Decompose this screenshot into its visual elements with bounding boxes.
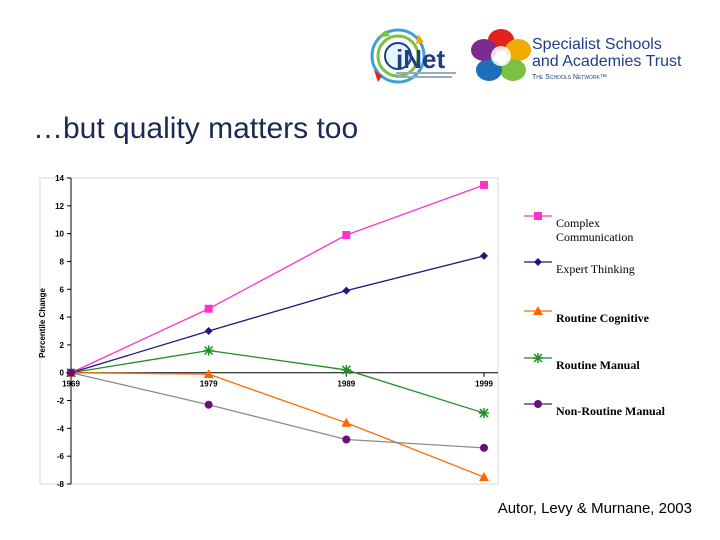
data-point-series-5 bbox=[67, 368, 75, 377]
y-tick-label: 6 bbox=[60, 285, 65, 294]
y-tick-label: -2 bbox=[57, 397, 65, 406]
x-tick-label: 1969 bbox=[62, 380, 80, 389]
legend-label: Expert Thinking bbox=[556, 262, 635, 276]
data-point-series-1 bbox=[342, 231, 351, 240]
inet-wordmark: iNet bbox=[396, 44, 445, 74]
y-tick-label: -8 bbox=[57, 480, 65, 489]
ssat-name-line1: Specialist Schools bbox=[532, 36, 662, 53]
legend-marker bbox=[534, 258, 542, 266]
y-tick-label: 0 bbox=[60, 369, 65, 378]
ssat-tagline: The Schools Network™ bbox=[532, 74, 607, 81]
y-tick-label: 2 bbox=[60, 341, 65, 350]
data-point-series-2 bbox=[480, 251, 488, 260]
ssat-name-line2: and Academies Trust bbox=[532, 53, 682, 70]
citation: Autor, Levy & Murnane, 2003 bbox=[497, 500, 692, 517]
legend-marker bbox=[533, 353, 543, 363]
plot-frame bbox=[39, 177, 499, 485]
y-tick-label: 12 bbox=[55, 202, 64, 211]
y-tick-label: 4 bbox=[60, 313, 65, 322]
ssat-wordmark: Specialist Schools and Academies Trust T… bbox=[532, 36, 681, 81]
legend-label: Routine Manual bbox=[556, 358, 640, 372]
legend-label: Routine Cognitive bbox=[556, 311, 650, 325]
y-tick-label: -6 bbox=[57, 452, 65, 461]
series-line-1 bbox=[70, 184, 485, 374]
legend-marker bbox=[533, 306, 543, 315]
data-point-series-4 bbox=[203, 345, 214, 356]
data-point-series-1 bbox=[480, 180, 488, 189]
y-axis-label: Percentile Change bbox=[38, 288, 47, 358]
line-chart-svg: 14 12 10 8 6 4 2 0 -2 -4 -6 -8 1969 1979 1989 1999 Perce… bbox=[38, 174, 666, 489]
series-line-5 bbox=[70, 372, 485, 449]
y-tick-label: 8 bbox=[60, 257, 65, 266]
data-point-series-1 bbox=[204, 304, 213, 313]
x-tick-label: 1989 bbox=[337, 380, 355, 389]
line-chart: 14 12 10 8 6 4 2 0 -2 -4 -6 -8 1969 1979 1989 1999 Perce… bbox=[33, 170, 696, 492]
legend-marker bbox=[534, 400, 542, 408]
inet-logo: iNet bbox=[368, 24, 460, 90]
slide-title: …but quality matters too bbox=[33, 112, 359, 145]
data-point-series-3 bbox=[479, 472, 489, 482]
legend-label: Non-Routine Manual bbox=[556, 404, 666, 418]
data-point-series-5 bbox=[342, 435, 351, 444]
data-point-series-2 bbox=[204, 327, 213, 335]
x-tick-label: 1979 bbox=[200, 380, 218, 389]
series-line-4 bbox=[70, 349, 485, 414]
y-tick-label: 14 bbox=[55, 174, 64, 183]
data-point-series-2 bbox=[342, 286, 351, 295]
data-point-series-4 bbox=[341, 364, 352, 375]
series-line-3 bbox=[70, 372, 485, 478]
data-point-series-4 bbox=[479, 408, 489, 419]
y-tick-label: 10 bbox=[55, 230, 64, 239]
series-line-2 bbox=[70, 255, 485, 374]
y-tick-label: -4 bbox=[57, 424, 65, 433]
data-point-series-5 bbox=[480, 443, 488, 452]
x-tick-label: 1999 bbox=[475, 380, 493, 389]
data-point-series-3 bbox=[203, 369, 214, 379]
legend-label: Complex Communication bbox=[556, 216, 633, 244]
ssat-flower-logo bbox=[468, 26, 534, 86]
data-point-series-5 bbox=[204, 400, 213, 409]
legend-marker bbox=[534, 212, 542, 220]
data-point-series-3 bbox=[341, 417, 352, 427]
